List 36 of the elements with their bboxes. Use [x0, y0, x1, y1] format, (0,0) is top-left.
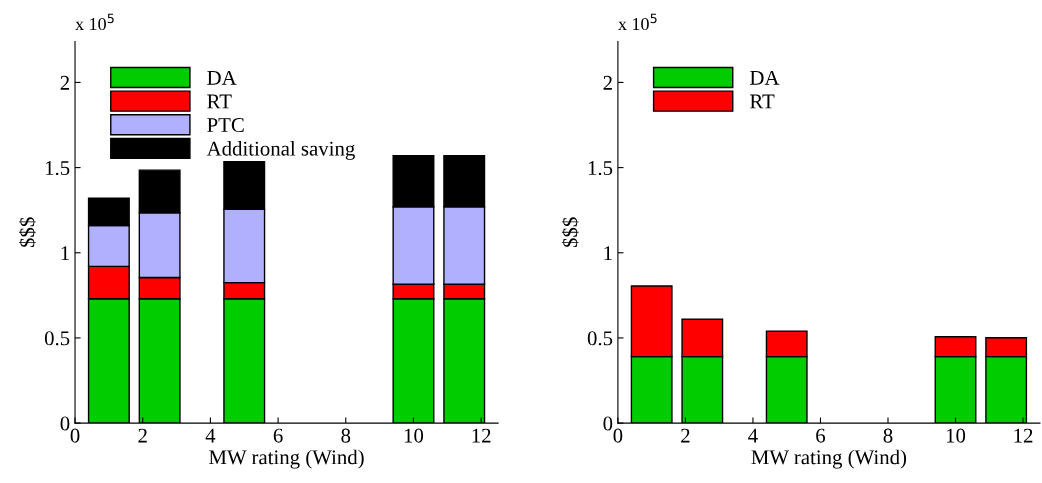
y-tick-label: 0.5 [44, 331, 70, 346]
y-axis-title: $$$ [19, 217, 36, 248]
x-tick-label: 6 [273, 428, 283, 443]
x-tick-label: 0 [613, 428, 623, 443]
x-tick-label: 12 [472, 428, 491, 443]
legend-label: RT [207, 94, 232, 109]
legend-label: DA [750, 70, 780, 85]
x-tick-label: 4 [748, 428, 758, 443]
y-tick-label: 0.5 [587, 331, 613, 346]
y-tick-label: 2 [60, 75, 70, 90]
y-tick-label: 1 [61, 246, 69, 260]
legend-label: PTC [207, 118, 244, 133]
text: x 10$^{5}$ [618, 13, 657, 31]
y-tick-label: 1.5 [588, 161, 613, 176]
y-tick-label: 2 [603, 75, 612, 90]
x-tick-label: 10 [404, 428, 424, 443]
x-axis-title: MW rating (Wind) [209, 449, 364, 469]
x-tick-label: 2 [681, 428, 690, 443]
x-tick-label: 2 [138, 428, 147, 443]
x-tick-label: 0 [70, 428, 80, 443]
legend-label: DA [207, 70, 237, 85]
text: x 10$^{5}$ [75, 13, 114, 31]
y-tick-label: 1.5 [45, 161, 70, 176]
x-tick-label: 4 [205, 428, 216, 443]
legend-label: RT [750, 94, 775, 109]
y-tick-label: 1 [604, 246, 612, 260]
y-axis-title: $$$ [561, 217, 579, 248]
y-tick-label: 0 [603, 416, 613, 431]
x-tick-label: 12 [1014, 428, 1033, 443]
legend-label: Additional saving [206, 141, 355, 160]
x-tick-label: 8 [883, 428, 893, 443]
x-tick-label: 10 [946, 428, 966, 443]
y-tick-label: 0 [60, 416, 70, 431]
x-tick-label: 8 [341, 428, 351, 443]
x-axis-title: MW rating (Wind) [751, 449, 907, 469]
x-tick-label: 6 [816, 428, 826, 443]
